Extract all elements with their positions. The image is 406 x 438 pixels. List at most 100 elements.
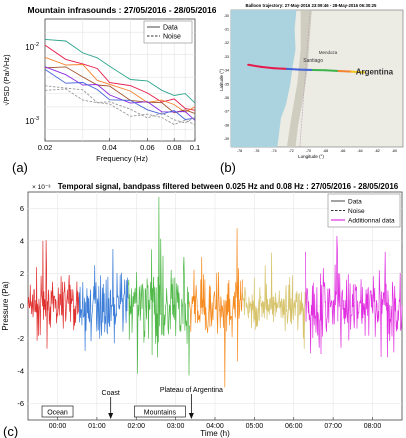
annotation-box [41,405,74,418]
ytick-label: -6 [17,399,24,408]
legend-noise-label: Noise [163,34,181,41]
panel-b-map: Santiago Mendoza Argentina -78 -76 -74 -72 -70 -… [224,9,404,153]
psd-series-line [44,88,196,126]
ytick-label: 10-2 [25,42,39,52]
panel-a-label: (a) [12,160,28,175]
panel-c-legend: Data Noise Additionnal data [327,193,401,228]
legend-data-label: Data [163,25,178,32]
panel-c-xlabel: Time (h) [200,429,230,438]
map-xtick-label: -78 [237,149,242,153]
psd-series-line [44,85,196,124]
map-xtick-label: -68 [323,149,328,153]
panel-b-ylabel: Latitude (°) [219,68,224,91]
xtick-label: 01:00 [88,423,106,430]
map-xtick-label: -70 [306,149,311,153]
psd-series-line [44,56,196,113]
xtick-label: 07:00 [324,423,342,430]
ytick-label: -2 [17,334,24,343]
trajectory-segment [260,65,275,70]
psd-series-line [44,44,196,111]
panel-c-multiplier: × 10⁻³ [32,184,51,191]
psd-series-line [44,38,196,104]
map-place-label: Mendoza [319,50,338,55]
panel-b-title: Balloon trajectory: 27-May-2016 23:09:46… [246,3,377,8]
ytick-label: 4 [20,236,24,245]
ytick-label: 10-3 [25,116,39,126]
ytick-label: 0 [20,302,24,311]
psd-series-line [44,66,196,121]
map-ytick-label: -39 [224,137,229,141]
trajectory-segment [273,67,288,70]
map-ytick-label: -31 [224,27,229,31]
legend-additional-label: Additionnal data [348,218,395,225]
xtick-label: 0.08 [167,143,182,152]
panel-a-xlabel: Frequency (Hz) [96,154,148,163]
signal-segment [305,235,403,358]
xtick-label: 00:00 [49,423,67,430]
panel-a-yticks: 10-2 10-3 [25,42,39,126]
xtick-label: 04:00 [206,423,224,430]
panel-c-label: (c) [3,424,18,438]
trajectory-segment [285,67,301,71]
map-xtick-label: -62 [375,149,380,153]
trajectory-segment [247,63,263,68]
xtick-label: 05:00 [246,423,264,430]
panel-a-ylabel: √PSD (Pa/√Hz) [2,54,11,106]
legend-data-label: Data [348,199,362,206]
xtick-label: 06:00 [285,423,303,430]
annotation-label: Coast [102,390,120,397]
annotation-arrow-head [188,413,194,419]
annotation-label: Mountains [144,410,177,417]
ytick-label: 2 [20,269,24,278]
xtick-label: 08:00 [364,423,382,430]
trajectory-segment [337,69,353,73]
map-xtick-label: -74 [271,149,276,153]
map-ytick-label: -37 [224,110,229,114]
map-ytick-label: -32 [224,41,229,45]
signal-segment [128,196,190,376]
panel-a-lines [44,38,196,126]
map-ocean [231,10,297,147]
panel-c-title: Temporal signal, bandpass filtered betwe… [58,182,399,191]
trajectory-segment [324,69,340,72]
panel-a-legend: Data Noise [143,20,193,44]
ytick-label: -4 [17,367,24,376]
signal-segment [78,248,129,351]
signal-segment [27,240,80,349]
map-andes [286,10,312,147]
map-xtick-label: -76 [254,149,259,153]
panel-b: Balloon trajectory: 27-May-2016 23:09:46… [216,0,406,175]
signal-segment [189,228,243,388]
panel-b-label: (b) [220,160,236,175]
xtick-label: 03:00 [167,423,185,430]
panel-a: Mountain infrasounds : 27/05/2016 - 28/0… [2,5,217,175]
annotation-box [134,405,186,418]
panel-a-xticks: 0.02 0.04 0.06 0.08 0.1 [38,138,200,152]
panel-c: Temporal signal, bandpass filtered betwe… [1,182,403,438]
annotation-label: Plateau of Argentina [160,387,223,394]
panel-a-title: Mountain infrasounds : 27/05/2016 - 28/0… [28,5,217,15]
trajectory-segment [350,70,366,74]
panel-c-annotations: Ocean Coast Mountains Plateau of Argentina [41,387,223,419]
map-xtick-label: -64 [357,149,362,153]
xtick-label: 0.1 [190,143,200,152]
map-place-label: Argentina [356,67,394,76]
psd-series-line [44,69,196,120]
panel-c-ylabel: Pressure (Pa) [1,281,10,331]
panel-b-xlabel: Longitude (°) [298,154,324,159]
xtick-label: 0.02 [38,143,53,152]
xtick-label: 0.04 [102,143,117,152]
xtick-label: 0.06 [140,143,155,152]
map-xtick-label: -66 [340,149,345,153]
map-ytick-label: -36 [224,96,229,100]
map-ytick-label: -34 [224,69,229,73]
map-xtick-label: -60 [392,149,397,153]
map-xtick-label: -72 [289,149,294,153]
signal-segment [242,252,306,349]
map-place-label: Santiago [303,58,323,64]
ytick-label: 6 [20,204,24,213]
map-ytick-label: -38 [224,123,229,127]
legend-box [143,20,193,44]
map-ytick-label: -33 [224,55,229,59]
annotation-label: Ocean [47,410,68,417]
